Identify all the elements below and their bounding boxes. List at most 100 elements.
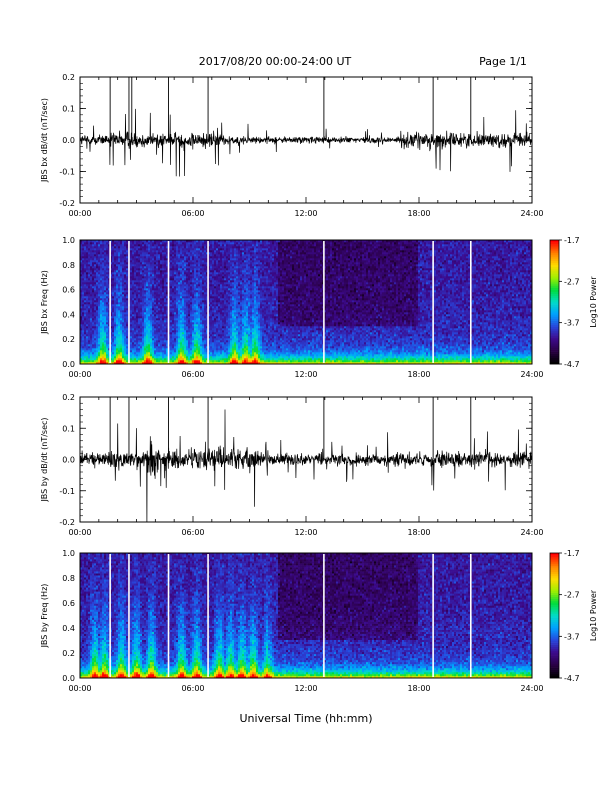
spectrogram-cell [230,330,233,333]
spectrogram-cell [174,352,177,355]
spectrogram-cell [206,240,209,243]
spectrogram-cell [174,270,177,273]
spectrogram-cell [104,266,107,269]
spectrogram-cell [158,360,161,363]
spectrogram-cell [136,298,139,301]
spectrogram-cell [140,266,143,269]
spectrogram-cell [184,342,187,345]
spectrogram-cell [224,336,227,339]
spectrogram-cell [224,356,227,359]
spectrogram-cell [188,310,191,313]
spectrogram-cell [132,260,135,263]
spectrogram-cell [204,308,207,311]
spectrogram-cell [100,240,103,243]
spectrogram-cell [88,256,91,259]
spectrogram-cell [84,326,87,329]
spectrogram-cell [106,242,109,245]
spectrogram-cell [214,262,217,265]
spectrogram-cell [110,280,113,283]
spectrogram-cell [116,312,119,315]
spectrogram-cell [162,274,165,277]
spectrogram-cell [154,270,157,273]
spectrogram-cell [134,338,137,341]
spectrogram-cell [124,310,127,313]
spectrogram-cell [148,274,151,277]
spectrogram-cell [178,284,181,287]
spectrogram-cell [172,326,175,329]
spectrogram-cell [162,242,165,245]
spectrogram-cell [224,292,227,295]
spectrogram-cell [192,332,195,335]
spectrogram-cell [84,302,87,305]
spectrogram-cell [176,258,179,261]
spectrogram-cell [144,300,147,303]
spectrogram-cell [230,276,233,279]
spectrogram-cell [134,290,137,293]
spectrogram-cell [176,272,179,275]
spectrogram-cell [178,276,181,279]
spectrogram-cell [108,336,111,339]
spectrogram-cell [106,358,109,361]
spectrogram-cell [120,294,123,297]
spectrogram-cell [136,326,139,329]
spectrogram-cell [192,292,195,295]
spectrogram-cell [126,304,129,307]
spectrogram-cell [122,274,125,277]
spectrogram-cell [186,282,189,285]
spectrogram-cell [230,260,233,263]
spectrogram-cell [186,354,189,357]
spectrogram-cell [102,282,105,285]
spectrogram-cell [220,290,223,293]
spectrogram-cell [146,290,149,293]
spectrogram-cell [212,256,215,259]
spectrogram-cell [208,330,211,333]
spectrogram-cell [162,320,165,323]
spectrogram-cell [106,250,109,253]
spectrogram-cell [218,302,221,305]
spectrogram-cell [170,296,173,299]
spectrogram-cell [98,288,101,291]
spectrogram-cell [124,248,127,251]
spectrogram-cell [178,306,181,309]
spectrogram-cell [170,288,173,291]
spectrogram-cell [104,270,107,273]
spectrogram-cell [108,318,111,321]
spectrogram-cell [84,258,87,261]
spectrogram-cell [84,240,87,243]
x-tick-label-1: 18:00 [407,370,430,379]
spectrogram-cell [156,266,159,269]
spectrogram-cell [102,336,105,339]
spectrogram-cell [186,332,189,335]
spectrogram-cell [84,290,87,293]
spectrogram-cell [90,304,93,307]
spectrogram-cell [222,324,225,327]
spectrogram-cell [200,362,203,365]
spectrogram-cell [200,268,203,271]
spectrogram-cell [176,274,179,277]
spectrogram-cell [126,298,129,301]
spectrogram-cell [126,280,129,283]
spectrogram-cell [122,278,125,281]
spectrogram-cell [138,304,141,307]
spectrogram-cell [146,358,149,361]
spectrogram-cell [192,248,195,251]
spectrogram-cell [174,248,177,251]
spectrogram-cell [164,288,167,291]
spectrogram-cell [232,330,235,333]
spectrogram-cell [90,350,93,353]
spectrogram-cell [230,328,233,331]
spectrogram-cell [160,330,163,333]
spectrogram-cell [170,276,173,279]
spectrogram-cell [144,296,147,299]
spectrogram-cell [198,340,201,343]
spectrogram-cell [226,286,229,289]
spectrogram-cell [84,276,87,279]
spectrogram-cell [134,250,137,253]
spectrogram-cell [164,240,167,243]
spectrogram-cell [86,306,89,309]
spectrogram-cell [230,348,233,351]
spectrogram-cell [148,254,151,257]
spectrogram-cell [202,288,205,291]
spectrogram-cell [110,330,113,333]
spectrogram-cell [212,268,215,271]
